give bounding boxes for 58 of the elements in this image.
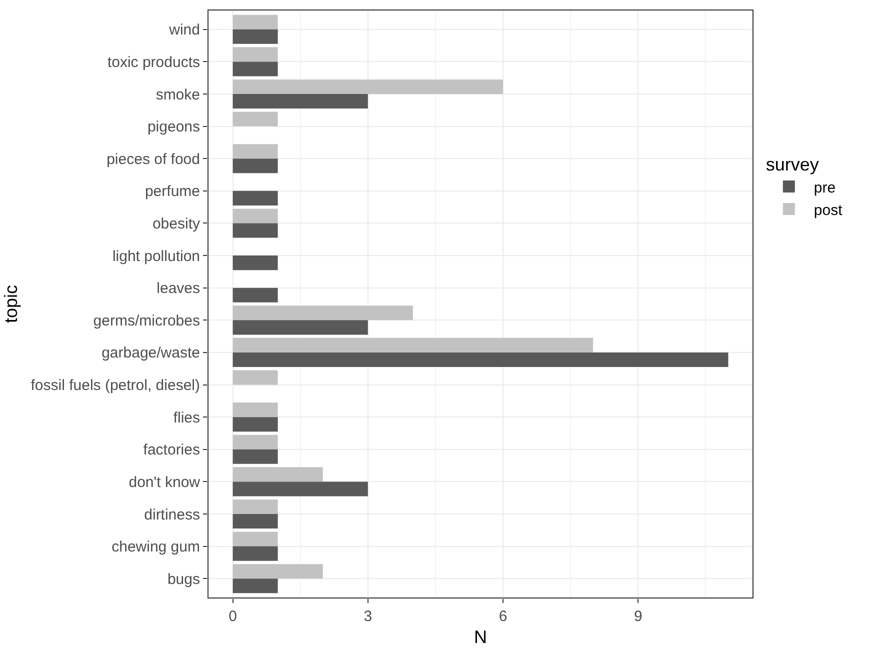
y-tick-label: garbage/waste [102, 344, 200, 362]
bar [232, 499, 278, 514]
bar [232, 467, 323, 482]
bar [232, 223, 278, 238]
y-tick-label: leaves [156, 280, 200, 298]
y-tick-label: fossil fuels (petrol, diesel) [30, 377, 200, 394]
legend-label: post [814, 202, 844, 219]
y-tick-label: pieces of food [106, 150, 200, 168]
bar [232, 320, 368, 335]
bar [232, 112, 278, 126]
bar [232, 564, 323, 579]
x-tick-label: 9 [634, 608, 642, 625]
legend-label: pre [814, 179, 836, 196]
y-tick-label: germs/microbes [93, 312, 200, 330]
bar [232, 352, 728, 367]
bar [232, 370, 278, 385]
y-tick-label: flies [173, 409, 200, 426]
bar [232, 434, 278, 450]
bar [232, 190, 278, 206]
bar [232, 482, 368, 496]
y-tick-label: obesity [152, 215, 200, 232]
x-tick-label: 6 [498, 608, 508, 625]
bar [232, 47, 278, 62]
y-tick-label: don't know [128, 474, 200, 491]
bar [232, 532, 278, 546]
bar [232, 94, 368, 109]
bar [232, 62, 278, 76]
bar [232, 578, 278, 594]
y-tick-label: chewing gum [112, 538, 200, 556]
bar [232, 402, 278, 418]
y-tick-label: dirtiness [144, 506, 200, 524]
bar [232, 14, 278, 30]
bar [232, 449, 278, 464]
x-tick-label: 0 [228, 608, 237, 625]
y-tick-label: wind [168, 22, 200, 39]
x-axis-title: N [474, 627, 487, 648]
bar [232, 158, 278, 174]
bar [232, 306, 413, 320]
y-tick-label: smoke [156, 86, 200, 104]
y-tick-label: toxic products [107, 54, 200, 71]
bar [232, 546, 278, 561]
y-tick-label: light pollution [112, 248, 200, 265]
y-tick-label: factories [143, 442, 200, 459]
y-tick-label: pigeons [147, 118, 200, 136]
bar [232, 144, 278, 159]
bar [232, 208, 278, 224]
bar [232, 338, 594, 352]
bar [232, 514, 278, 529]
bar [232, 29, 278, 44]
bar [232, 417, 278, 432]
bar [232, 256, 278, 270]
legend-title: survey [766, 154, 819, 174]
x-tick-label: 3 [364, 608, 372, 625]
bar [232, 79, 504, 94]
y-tick-label: bugs [167, 570, 200, 588]
y-tick-label: perfume [144, 183, 200, 200]
y-axis-title: topic [0, 284, 21, 324]
bar [232, 288, 278, 302]
